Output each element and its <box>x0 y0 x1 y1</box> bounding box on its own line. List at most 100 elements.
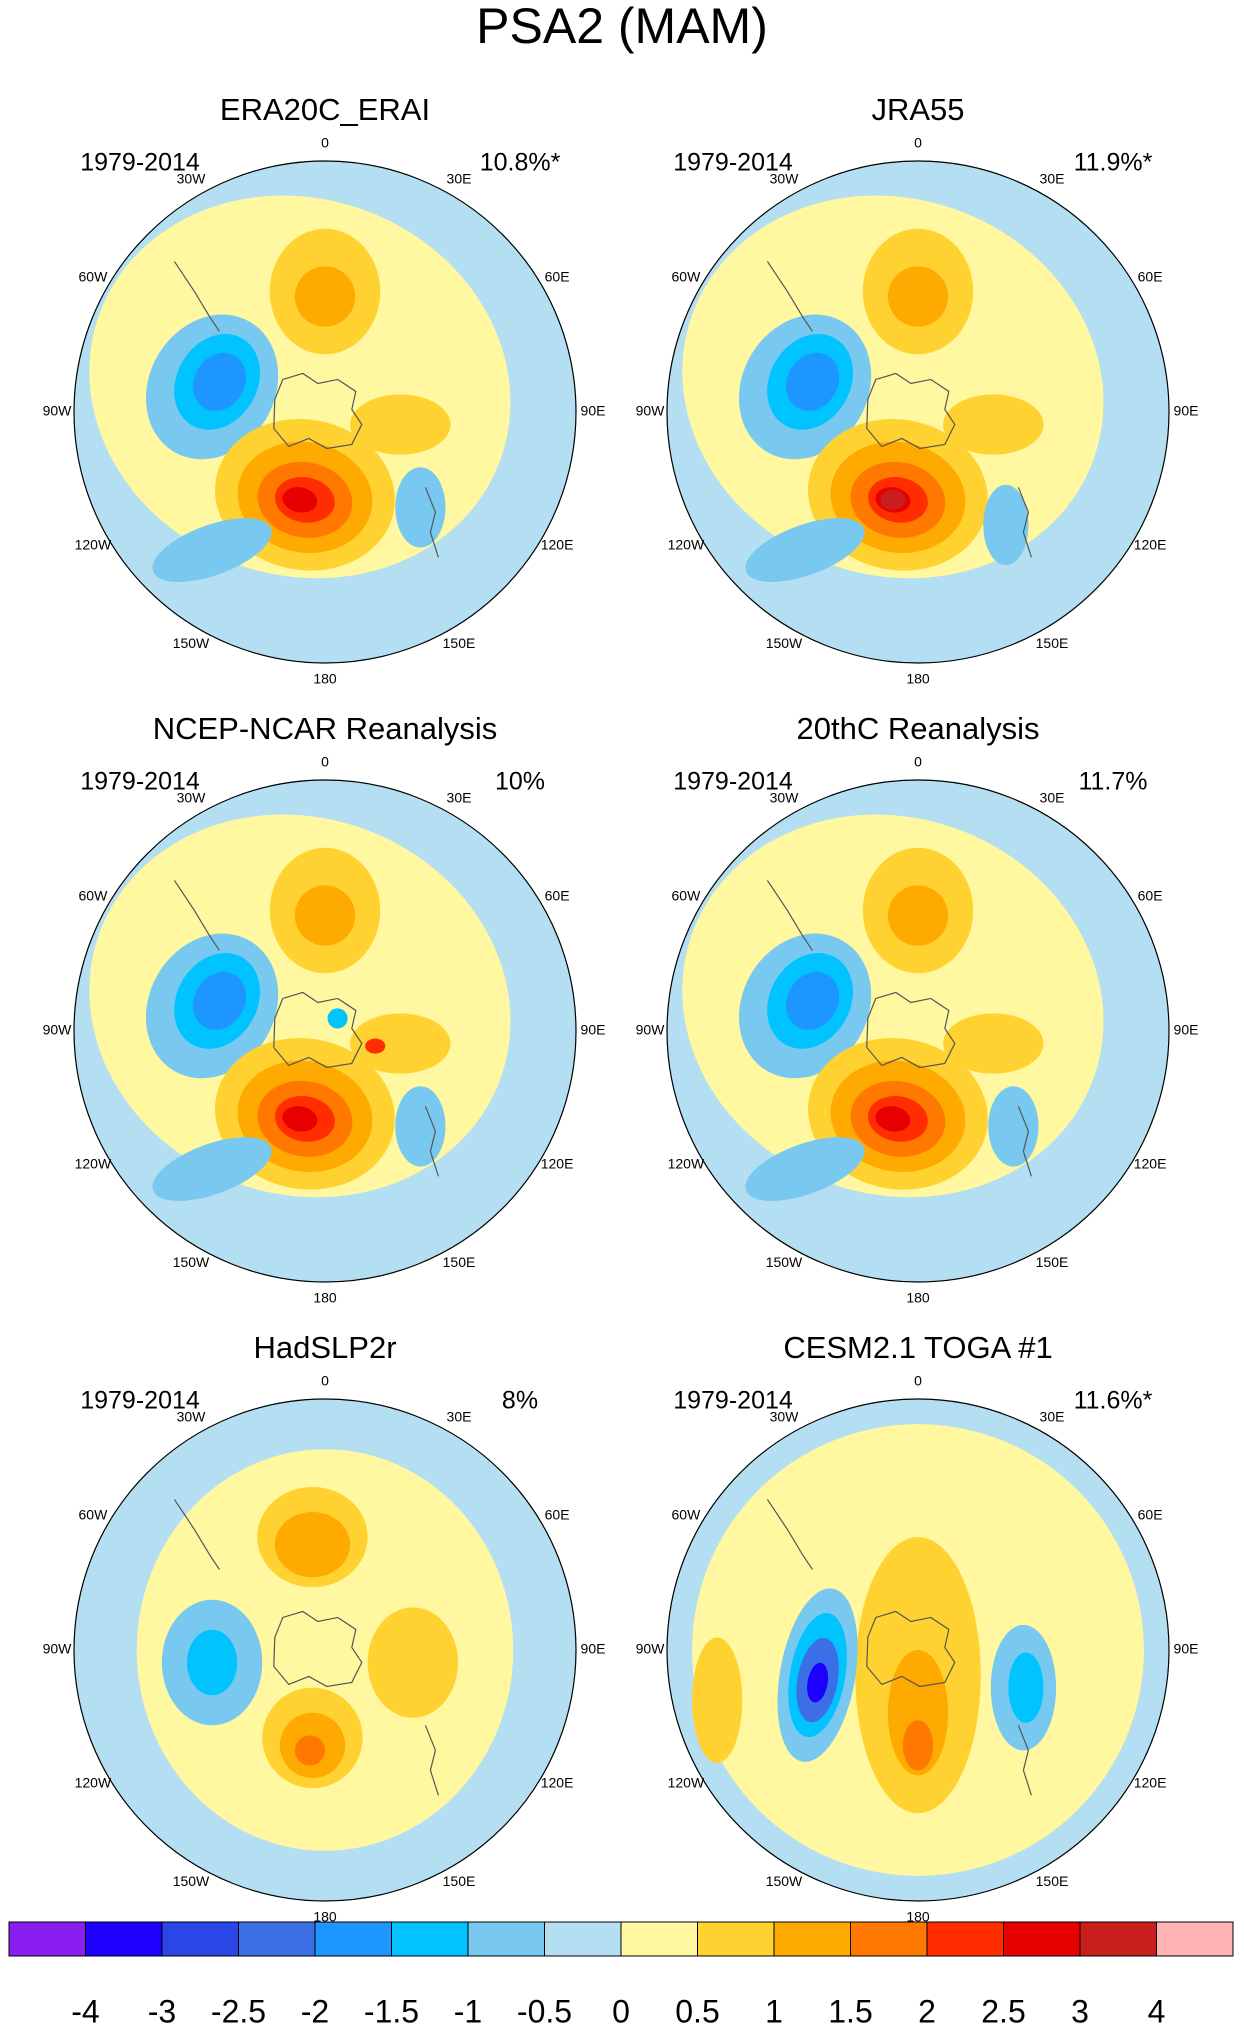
longitude-label: 150W <box>766 1873 803 1889</box>
longitude-label: 90W <box>43 1641 73 1657</box>
longitude-label: 150E <box>443 1873 476 1889</box>
contour <box>887 266 949 327</box>
contour <box>983 484 1029 566</box>
figure-title: PSA2 (MAM) <box>476 0 768 54</box>
contour <box>395 467 446 548</box>
colorbar-box <box>238 1921 316 1957</box>
coastline <box>766 880 1032 1177</box>
contour <box>988 1086 1039 1167</box>
longitude-label: 150W <box>766 635 803 651</box>
contour <box>294 266 356 327</box>
longitude-label: 30W <box>770 171 800 187</box>
map <box>74 161 576 663</box>
colorbar-label: -3 <box>148 1993 176 2029</box>
colorbar-label: -2.5 <box>211 1993 266 2029</box>
longitude-label: 90E <box>581 1641 606 1657</box>
longitude-label: 30E <box>447 790 472 806</box>
colorbar-box <box>1003 1921 1081 1957</box>
contour <box>350 394 451 455</box>
longitude-label: 30W <box>177 1409 207 1425</box>
colorbar-label: -1 <box>454 1993 482 2029</box>
contour <box>186 1629 238 1696</box>
longitude-label: 150W <box>766 1254 803 1270</box>
contour <box>274 1511 351 1578</box>
period-label: 1979-2014 <box>80 1387 200 1415</box>
longitude-label: 60W <box>79 269 109 285</box>
contour <box>136 1449 514 1851</box>
longitude-label: 120W <box>75 537 112 553</box>
colorbar-label: -1.5 <box>364 1993 419 2029</box>
longitude-label: 90W <box>43 403 73 419</box>
colorbar-label: 1.5 <box>828 1993 872 2029</box>
longitude-label: 120W <box>668 537 705 553</box>
longitude-label: 60E <box>545 1507 570 1523</box>
longitude-label: 180 <box>313 1909 337 1925</box>
coastline <box>766 261 1032 558</box>
longitude-label: 30W <box>177 171 207 187</box>
longitude-label: 120W <box>75 1156 112 1172</box>
panel-title: HadSLP2r <box>253 1330 396 1365</box>
longitude-label: 30W <box>770 790 800 806</box>
colorbar-label: 0.5 <box>675 1993 719 2029</box>
period-label: 1979-2014 <box>80 149 200 177</box>
longitude-label: 0 <box>321 1373 329 1389</box>
colorbar-box <box>620 1921 698 1957</box>
contour <box>152 518 272 582</box>
colorbar-box <box>467 1921 545 1957</box>
colorbar-box <box>697 1921 775 1957</box>
variance-label: 8% <box>502 1387 538 1415</box>
map-border <box>666 160 1170 664</box>
longitude-label: 30E <box>1040 1409 1065 1425</box>
contour <box>294 885 356 946</box>
longitude-label: 180 <box>313 671 337 687</box>
variance-label: 10% <box>495 768 545 796</box>
contour <box>902 1720 934 1771</box>
colorbar-box <box>391 1921 469 1957</box>
contour <box>282 487 318 513</box>
contour <box>887 885 949 946</box>
map-border <box>73 779 577 1283</box>
longitude-label: 120W <box>75 1775 112 1791</box>
map <box>74 780 576 1282</box>
contour <box>880 489 906 510</box>
map <box>667 780 1169 1282</box>
map-border <box>666 1398 1170 1902</box>
coastline <box>173 880 439 1177</box>
longitude-label: 60W <box>672 269 702 285</box>
longitude-label: 60E <box>545 888 570 904</box>
longitude-label: 90W <box>636 403 666 419</box>
longitude-label: 150W <box>173 1254 210 1270</box>
longitude-label: 0 <box>914 135 922 151</box>
colorbar-label: 3 <box>1071 1993 1089 2029</box>
coastline <box>173 261 439 558</box>
colorbar-label: 4 <box>1148 1993 1166 2029</box>
colorbar-label: 2 <box>918 1993 936 2029</box>
panel-title: ERA20C_ERAI <box>220 92 430 127</box>
longitude-label: 180 <box>906 1909 930 1925</box>
longitude-label: 150W <box>173 635 210 651</box>
panel-title: JRA55 <box>871 92 964 127</box>
contour <box>943 1013 1044 1074</box>
colorbar-box <box>1079 1921 1157 1957</box>
colorbar-box <box>773 1921 851 1957</box>
longitude-label: 60W <box>79 1507 109 1523</box>
colorbar-label: 1 <box>765 1993 783 2029</box>
longitude-label: 120W <box>668 1775 705 1791</box>
contour <box>745 1137 865 1201</box>
longitude-label: 60E <box>545 269 570 285</box>
longitude-label: 90E <box>1174 1641 1199 1657</box>
longitude-label: 30E <box>1040 171 1065 187</box>
period-label: 1979-2014 <box>673 768 793 796</box>
longitude-label: 150W <box>173 1873 210 1889</box>
map <box>74 1399 576 1901</box>
longitude-label: 180 <box>906 671 930 687</box>
longitude-label: 60E <box>1138 888 1163 904</box>
contour <box>282 1106 318 1132</box>
longitude-label: 30E <box>1040 790 1065 806</box>
longitude-label: 30W <box>177 790 207 806</box>
contour <box>193 971 247 1030</box>
longitude-label: 150E <box>1036 1254 1069 1270</box>
panel-title: CESM2.1 TOGA #1 <box>783 1330 1052 1365</box>
contour <box>786 352 840 411</box>
